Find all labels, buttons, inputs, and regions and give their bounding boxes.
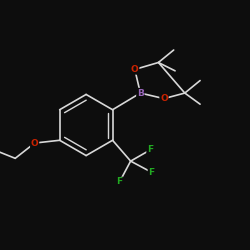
Text: B: B — [137, 88, 144, 98]
Text: O: O — [31, 138, 38, 147]
Text: F: F — [148, 168, 154, 177]
Text: F: F — [116, 178, 122, 186]
Text: O: O — [160, 94, 168, 103]
Text: F: F — [147, 146, 153, 154]
Text: O: O — [131, 65, 139, 74]
